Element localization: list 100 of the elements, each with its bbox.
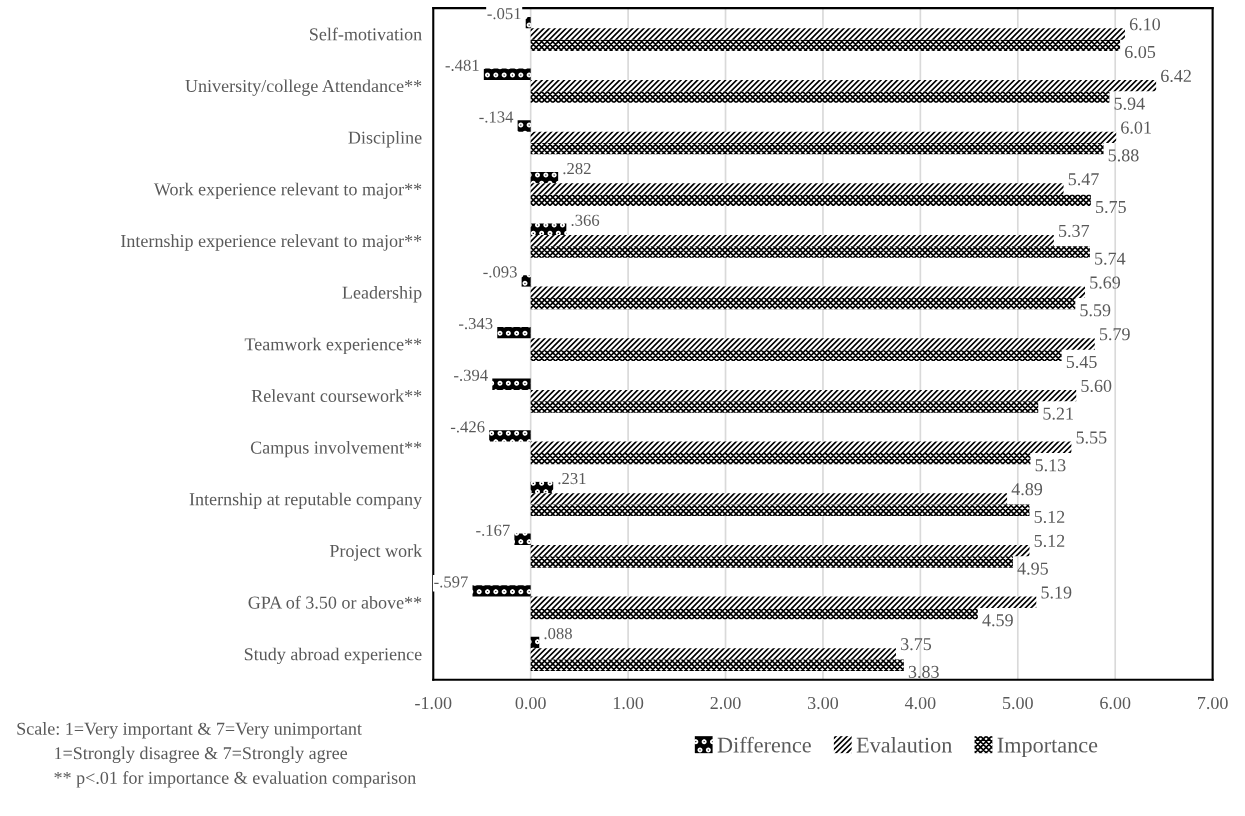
y-tick-label: Project work	[329, 544, 423, 561]
bar	[530, 504, 1030, 516]
data-label: 6.10	[1129, 18, 1161, 31]
data-label: 5.19	[1041, 586, 1072, 599]
data-label: 5.47	[1068, 173, 1099, 186]
data-label: 6.42	[1161, 69, 1191, 83]
data-label: 5.79	[1099, 328, 1130, 341]
data-label: .366	[571, 214, 600, 226]
data-label: -.134	[479, 111, 514, 123]
data-label: -.167	[476, 524, 510, 536]
bar	[483, 68, 531, 80]
text: Scale: 1=Very important & 7=Very unimportant	[17, 722, 362, 739]
y-tick-label: Internship experience relevant to major**	[120, 234, 422, 251]
y-tick-label: Discipline	[348, 131, 422, 148]
bar	[497, 326, 531, 339]
y-tick-label: Study abroad experience	[244, 647, 422, 665]
data-label: .282	[563, 162, 591, 175]
bar	[530, 659, 904, 671]
data-label: -.481	[445, 59, 479, 71]
data-label: 5.21	[1043, 407, 1073, 420]
y-tick-label: Teamwork experience**	[244, 337, 422, 355]
bar	[521, 275, 531, 287]
y-tick-label: GPA of 3.50 or above**	[248, 595, 422, 609]
data-label: 4.89	[1011, 483, 1043, 496]
legend-label: Importance	[997, 737, 1098, 758]
y-tick-label: Self-motivation	[310, 27, 422, 41]
data-label: 5.75	[1096, 201, 1126, 214]
legend-label: Evalaution	[856, 736, 953, 753]
bar	[530, 79, 1157, 92]
data-label: -.343	[459, 317, 493, 330]
bar	[530, 39, 1121, 52]
data-label: .231	[558, 472, 586, 485]
bar	[530, 171, 559, 184]
bar	[492, 378, 531, 390]
y-tick-label: University/college Attendance**	[185, 79, 422, 96]
bar	[530, 556, 1013, 568]
x-tick-label: 1.00	[613, 696, 644, 710]
data-label: -.597	[434, 576, 468, 588]
y-tick-label: Internship at reputable company	[189, 492, 423, 510]
x-tick-label: 0.00	[515, 696, 546, 710]
bar	[530, 131, 1117, 143]
bar	[530, 441, 1072, 453]
data-label: 4.95	[1017, 562, 1048, 575]
data-label: 5.55	[1076, 431, 1107, 444]
bar	[525, 16, 531, 29]
bar	[530, 286, 1086, 298]
bar	[489, 430, 531, 442]
bar	[530, 607, 978, 620]
data-label: 5.12	[1034, 510, 1065, 524]
data-label: 5.74	[1095, 252, 1126, 265]
bar	[530, 452, 1031, 465]
data-label: 6.05	[1125, 45, 1156, 59]
data-label: 4.59	[982, 614, 1013, 627]
x-tick-label: 4.00	[904, 696, 936, 710]
legend-label: Difference	[717, 736, 811, 753]
data-label: .088	[544, 627, 572, 640]
data-label: -.426	[450, 421, 485, 433]
data-label: 5.59	[1080, 304, 1111, 317]
bar	[472, 585, 531, 597]
x-tick-label: 7.00	[1198, 696, 1228, 710]
bar	[530, 481, 554, 494]
bar	[530, 544, 1030, 557]
data-label: -.051	[487, 7, 521, 20]
data-label: -.394	[454, 369, 488, 381]
data-label: 5.45	[1066, 355, 1097, 369]
data-label: 5.60	[1081, 379, 1112, 393]
x-tick-label: 5.00	[1003, 696, 1033, 710]
data-label: 3.83	[908, 665, 939, 679]
bar	[530, 142, 1104, 155]
data-label: 5.37	[1059, 224, 1090, 238]
y-tick-label: Relevant coursework**	[251, 389, 422, 403]
bar	[530, 338, 1095, 350]
bar	[530, 297, 1076, 310]
bar	[530, 223, 567, 235]
data-label: 5.69	[1090, 276, 1121, 289]
bar	[530, 28, 1125, 40]
bar	[530, 636, 540, 649]
data-label: 5.88	[1108, 149, 1139, 162]
x-tick-label: 6.00	[1100, 696, 1131, 710]
y-tick-label: Campus involvement**	[250, 441, 422, 458]
data-label: 5.12	[1034, 534, 1065, 547]
y-tick-label: Work experience relevant to major**	[153, 182, 422, 200]
x-tick-label: -1.00	[415, 696, 452, 710]
data-label: 6.01	[1121, 121, 1151, 134]
bar	[530, 246, 1090, 258]
x-tick-label: 2.00	[710, 696, 741, 710]
data-label: 3.75	[901, 638, 932, 651]
bar	[530, 234, 1054, 247]
data-label: 5.13	[1035, 459, 1066, 472]
bar	[517, 120, 531, 132]
bar	[530, 183, 1064, 195]
bar	[530, 91, 1110, 103]
data-label: -.093	[483, 266, 517, 278]
text: ** p<.01 for importance & evaluation comparison	[54, 771, 416, 788]
x-tick-label: 3.00	[808, 696, 839, 710]
y-tick-label: Leadership	[342, 286, 422, 303]
bar	[530, 401, 1039, 413]
bar	[530, 194, 1091, 207]
bar	[530, 493, 1008, 505]
text: 1=Strongly disagree & 7=Strongly agree	[55, 746, 348, 764]
